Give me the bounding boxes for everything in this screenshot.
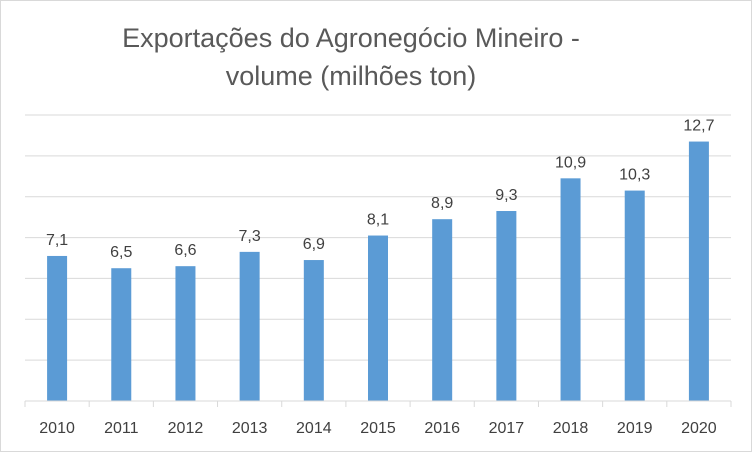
- x-tick-label-2010: 2010: [39, 420, 75, 437]
- bar-2010: [47, 255, 68, 401]
- bar-2016: [432, 219, 453, 401]
- data-label-2020: 12,7: [683, 118, 714, 135]
- bar-2018: [560, 178, 581, 401]
- data-label-2014: 6,9: [303, 236, 325, 253]
- x-tick-label-2018: 2018: [553, 420, 589, 437]
- data-label-2015: 8,1: [367, 212, 389, 229]
- bar-2015: [368, 235, 388, 401]
- chart-title: Exportações do Agronegócio Mineiro - vol…: [122, 23, 580, 91]
- bar-2014: [303, 260, 324, 401]
- data-label-2017: 9,3: [495, 187, 517, 204]
- data-label-2013: 7,3: [239, 228, 261, 245]
- data-label-2018: 10,9: [555, 154, 586, 171]
- x-tick-label-2014: 2014: [296, 420, 332, 437]
- bar-2012: [175, 266, 196, 401]
- data-label-2019: 10,3: [619, 167, 650, 184]
- x-tick-label-2016: 2016: [424, 420, 460, 437]
- x-tick-label-2020: 2020: [681, 420, 717, 437]
- data-labels: 7,1 6,5 6,6 7,3 6,9 8,1 8,9 9,3 10,9 10,3 12,7: [46, 118, 715, 262]
- bar-2019: [624, 190, 645, 401]
- x-tick-label-2012: 2012: [168, 420, 204, 437]
- bar-2011: [111, 268, 132, 401]
- data-label-2010: 7,1: [46, 232, 68, 249]
- data-label-2012: 6,6: [174, 242, 196, 259]
- x-axis: 2010 2011 2012 2013 2014 2015 2016 2017 2018 2019…: [24, 400, 732, 437]
- bar-2013: [239, 251, 260, 401]
- bars: [47, 141, 709, 402]
- x-tick-label-2013: 2013: [232, 420, 268, 437]
- x-tick-label-2015: 2015: [360, 420, 396, 437]
- data-label-2016: 8,9: [431, 195, 453, 212]
- bar-2017: [496, 211, 517, 401]
- data-label-2011: 6,5: [110, 244, 132, 261]
- x-tick-label-2019: 2019: [617, 420, 653, 437]
- x-tick-label-2011: 2011: [104, 420, 139, 437]
- x-tick-label-2017: 2017: [489, 420, 525, 437]
- bar-2020: [688, 141, 709, 402]
